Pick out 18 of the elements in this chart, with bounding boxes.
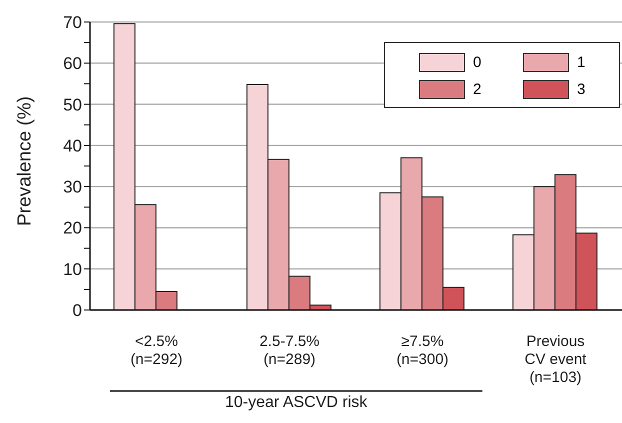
x-tick-label: <2.5% (n=292) — [130, 333, 183, 368]
y-tick-label: 30 — [63, 178, 82, 197]
y-tick-label: 70 — [63, 13, 82, 32]
y-tick-label: 20 — [63, 218, 82, 238]
legend-label: 2 — [473, 81, 482, 98]
y-tick-label: 40 — [63, 136, 82, 156]
x-tick-label: Previous CV event (n=103) — [524, 333, 588, 386]
x-tick-label: 2.5-7.5% (n=289) — [259, 333, 320, 368]
y-tick-label: 60 — [63, 54, 82, 74]
x-tick-label: ≥7.5% (n=300) — [396, 333, 449, 368]
y-tick-label: 10 — [63, 260, 82, 279]
legend-label: 3 — [577, 81, 586, 98]
y-tick-label: 0 — [72, 301, 82, 320]
legend-label: 0 — [473, 54, 482, 71]
legend-label: 1 — [577, 54, 586, 71]
y-tick-label: 50 — [63, 95, 82, 114]
x-axis-title: 10-year ASCVD risk — [224, 394, 368, 412]
y-axis-title: Prevalence (%) — [14, 96, 36, 226]
